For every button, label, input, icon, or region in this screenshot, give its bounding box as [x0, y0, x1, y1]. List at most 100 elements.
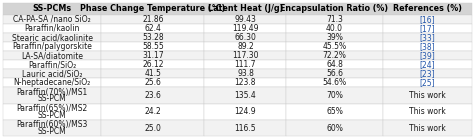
- Text: [33]: [33]: [419, 33, 435, 42]
- Text: [24]: [24]: [419, 60, 435, 69]
- Bar: [101, 3, 204, 15]
- Text: [39]: [39]: [419, 51, 435, 60]
- Bar: [101, 78, 204, 87]
- Bar: [383, 33, 472, 42]
- Text: 26.12: 26.12: [142, 60, 164, 69]
- Text: 116.5: 116.5: [235, 124, 256, 133]
- Text: Latent Heat (J/g): Latent Heat (J/g): [208, 4, 283, 13]
- Bar: [101, 120, 204, 136]
- Text: Paraffin/kaolin: Paraffin/kaolin: [24, 24, 80, 33]
- Text: This work: This work: [409, 91, 446, 100]
- Text: Lauric acid/SiO₂: Lauric acid/SiO₂: [22, 69, 82, 78]
- Bar: [383, 15, 472, 24]
- Bar: [101, 104, 204, 120]
- Bar: [3, 87, 101, 104]
- Bar: [286, 78, 383, 87]
- Text: 111.7: 111.7: [235, 60, 256, 69]
- Bar: [286, 24, 383, 33]
- Bar: [101, 51, 204, 60]
- Bar: [383, 3, 472, 15]
- Bar: [101, 60, 204, 69]
- Text: 64.8: 64.8: [326, 60, 343, 69]
- Bar: [286, 33, 383, 42]
- Text: Stearic acid/kaolinite: Stearic acid/kaolinite: [11, 33, 92, 42]
- Text: Encapsulation Ratio (%): Encapsulation Ratio (%): [281, 4, 389, 13]
- Text: N-heptadecane/SiO₂: N-heptadecane/SiO₂: [13, 78, 91, 87]
- Text: This work: This work: [409, 107, 446, 116]
- Bar: [3, 3, 101, 15]
- Bar: [383, 120, 472, 136]
- Text: 71.3: 71.3: [326, 15, 343, 24]
- Bar: [383, 78, 472, 87]
- Text: 70%: 70%: [326, 91, 343, 100]
- Bar: [101, 87, 204, 104]
- Text: 21.86: 21.86: [142, 15, 164, 24]
- Text: 124.9: 124.9: [235, 107, 256, 116]
- Bar: [3, 42, 101, 51]
- Text: LA-SA/diatomite: LA-SA/diatomite: [21, 51, 83, 60]
- Bar: [3, 69, 101, 78]
- Text: 93.8: 93.8: [237, 69, 254, 78]
- Bar: [383, 60, 472, 69]
- Bar: [3, 78, 101, 87]
- Bar: [204, 120, 286, 136]
- Text: 39%: 39%: [326, 33, 343, 42]
- Bar: [3, 104, 101, 120]
- Text: 89.2: 89.2: [237, 42, 254, 51]
- Text: SS-PCMs: SS-PCMs: [33, 4, 72, 13]
- Bar: [204, 51, 286, 60]
- Text: SS-PCM: SS-PCM: [38, 127, 66, 136]
- Bar: [286, 42, 383, 51]
- Text: 40.0: 40.0: [326, 24, 343, 33]
- Text: 58.55: 58.55: [142, 42, 164, 51]
- Text: 45.5%: 45.5%: [322, 42, 346, 51]
- Text: 24.2: 24.2: [145, 107, 161, 116]
- Bar: [204, 15, 286, 24]
- Text: [17]: [17]: [419, 24, 435, 33]
- Text: References (%): References (%): [392, 4, 462, 13]
- Text: CA-PA-SA /nano SiO₂: CA-PA-SA /nano SiO₂: [13, 15, 91, 24]
- Bar: [204, 24, 286, 33]
- Bar: [204, 42, 286, 51]
- Text: Paraffin(65%)/MS2: Paraffin(65%)/MS2: [17, 104, 88, 113]
- Text: This work: This work: [409, 124, 446, 133]
- Text: [25]: [25]: [419, 78, 435, 87]
- Text: 53.28: 53.28: [142, 33, 164, 42]
- Text: SS-PCM: SS-PCM: [38, 94, 66, 103]
- Bar: [383, 87, 472, 104]
- Text: SS-PCM: SS-PCM: [38, 111, 66, 120]
- Bar: [286, 60, 383, 69]
- Bar: [3, 60, 101, 69]
- Bar: [3, 120, 101, 136]
- Bar: [3, 33, 101, 42]
- Text: 60%: 60%: [326, 124, 343, 133]
- Text: Paraffin(70%)/MS1: Paraffin(70%)/MS1: [17, 88, 88, 97]
- Text: 25.6: 25.6: [145, 78, 161, 87]
- Bar: [383, 42, 472, 51]
- Bar: [383, 104, 472, 120]
- Text: Paraffin/palygorskite: Paraffin/palygorskite: [12, 42, 92, 51]
- Text: 65%: 65%: [326, 107, 343, 116]
- Text: 117.30: 117.30: [232, 51, 259, 60]
- Bar: [101, 15, 204, 24]
- Bar: [286, 51, 383, 60]
- Text: 135.4: 135.4: [235, 91, 256, 100]
- Bar: [286, 15, 383, 24]
- Bar: [204, 87, 286, 104]
- Bar: [3, 51, 101, 60]
- Bar: [101, 42, 204, 51]
- Bar: [204, 78, 286, 87]
- Text: 123.8: 123.8: [235, 78, 256, 87]
- Bar: [101, 33, 204, 42]
- Bar: [204, 69, 286, 78]
- Text: 99.43: 99.43: [235, 15, 256, 24]
- Bar: [286, 87, 383, 104]
- Bar: [286, 104, 383, 120]
- Bar: [286, 69, 383, 78]
- Bar: [383, 51, 472, 60]
- Bar: [204, 60, 286, 69]
- Text: 56.6: 56.6: [326, 69, 343, 78]
- Text: 41.5: 41.5: [145, 69, 161, 78]
- Text: 25.0: 25.0: [145, 124, 161, 133]
- Text: Paraffin(60%)/MS3: Paraffin(60%)/MS3: [17, 120, 88, 129]
